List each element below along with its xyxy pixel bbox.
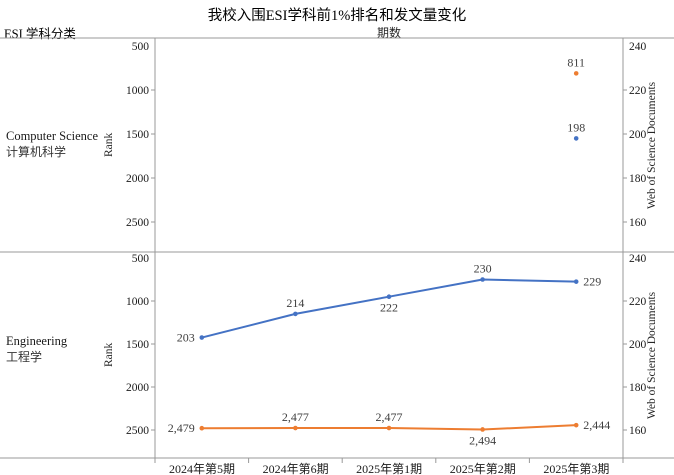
left-tick-label: 1000	[126, 85, 149, 97]
subject-name-zh: 工程学	[6, 349, 43, 364]
data-point	[293, 311, 298, 317]
data-point	[480, 277, 485, 282]
left-tick-label: 2000	[126, 382, 149, 394]
x-category-label: 2024年第6期	[262, 462, 329, 475]
right-tick-label: 180	[629, 173, 647, 185]
subject-name-en: Computer Science	[6, 129, 98, 143]
data-point	[293, 425, 298, 431]
data-point-label: 198	[567, 120, 585, 134]
left-tick-label: 500	[132, 253, 150, 265]
data-point	[573, 279, 579, 284]
left-tick-label: 2500	[126, 217, 149, 229]
data-point	[386, 294, 392, 300]
right-tick-label: 160	[629, 217, 647, 229]
data-point	[199, 425, 205, 431]
right-tick-label: 240	[629, 253, 647, 265]
subject-name-zh: 计算机科学	[6, 144, 67, 159]
x-category-label: 2025年第1期	[356, 462, 423, 475]
x-axis-labels: 2024年第5期 2024年第6期 2025年第1期 2025年第2期 2025…	[0, 460, 674, 475]
right-tick-label: 200	[629, 129, 647, 141]
x-axis-title: 期数	[376, 26, 401, 40]
data-point-label: 222	[380, 301, 398, 315]
data-point-label: 203	[177, 331, 195, 345]
left-tick-label: 1500	[126, 129, 149, 141]
right-tick-label: 220	[629, 85, 647, 97]
right-tick-label: 200	[629, 339, 647, 351]
data-point-label: 2,477	[376, 410, 403, 424]
data-point-label: 214	[286, 296, 304, 310]
left-tick-label: 2000	[126, 173, 149, 185]
data-point-label: 2,444	[583, 418, 610, 432]
panel-subject-computer-science: Computer Science 计算机科学	[6, 129, 152, 160]
subject-name-en: Engineering	[6, 334, 68, 348]
x-category-label: 2024年第5期	[168, 462, 235, 475]
right-tick-label: 220	[629, 296, 647, 308]
data-point-label: 229	[583, 275, 601, 289]
left-tick-label: 500	[132, 41, 150, 53]
left-tick-label: 1000	[126, 296, 149, 308]
left-tick-label: 1500	[126, 339, 149, 351]
data-point-label: 230	[474, 262, 492, 276]
data-point	[199, 335, 205, 340]
data-point	[573, 136, 579, 141]
right-tick-label: 240	[629, 41, 647, 53]
data-point	[573, 71, 579, 76]
panel-subject-engineering: Engineering 工程学	[6, 334, 152, 365]
data-point-label: 811	[567, 55, 585, 69]
data-point	[573, 422, 579, 428]
data-point	[480, 427, 485, 432]
data-point-label: 2,477	[282, 410, 309, 424]
data-point-label: 2,479	[168, 421, 195, 435]
left-tick-label: 2500	[126, 425, 149, 437]
chart-title: 我校入围ESI学科前1%排名和发文量变化	[207, 8, 467, 24]
data-point-label: 2,494	[469, 433, 496, 447]
right-tick-label: 180	[629, 382, 647, 394]
x-category-label: 2025年第3期	[543, 462, 610, 475]
x-category-label: 2025年第2期	[449, 462, 516, 475]
data-point	[386, 425, 392, 431]
right-tick-label: 160	[629, 425, 647, 437]
